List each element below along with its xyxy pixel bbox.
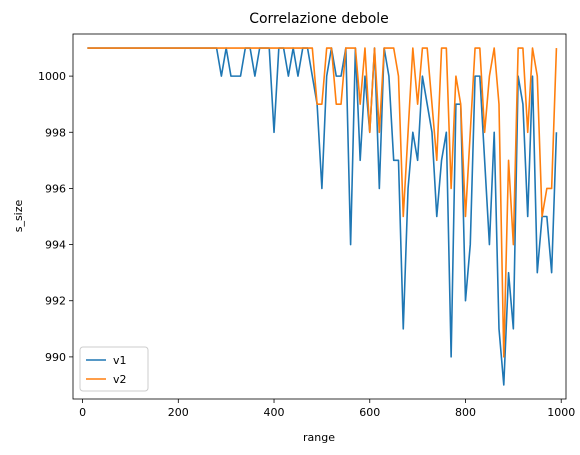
x-tick-label: 1000	[547, 406, 575, 419]
y-axis-label: s_size	[12, 199, 25, 232]
y-tick-label: 996	[45, 182, 66, 195]
x-tick-label: 0	[79, 406, 86, 419]
y-axis: 990 992 994 996 998 1000	[38, 70, 73, 364]
series-line-v2	[87, 47, 558, 358]
x-tick-label: 200	[168, 406, 189, 419]
legend-label-v2: v2	[113, 373, 127, 386]
x-axis-label: range	[303, 431, 335, 444]
legend-box	[79, 346, 149, 392]
x-axis: 0 200 400 600 800 1000	[79, 399, 575, 419]
chart-title: Correlazione debole	[249, 11, 389, 27]
y-tick-label: 994	[45, 239, 66, 252]
plot-lines	[87, 47, 558, 386]
y-tick-label: 990	[45, 351, 66, 364]
y-tick-label: 992	[45, 295, 66, 308]
y-tick-label: 998	[45, 126, 66, 139]
x-tick-label: 600	[359, 406, 380, 419]
x-tick-label: 400	[264, 406, 285, 419]
legend-label-v1: v1	[113, 354, 127, 367]
x-tick-label: 800	[455, 406, 476, 419]
plot-frame	[72, 33, 567, 400]
y-tick-label: 1000	[38, 70, 66, 83]
